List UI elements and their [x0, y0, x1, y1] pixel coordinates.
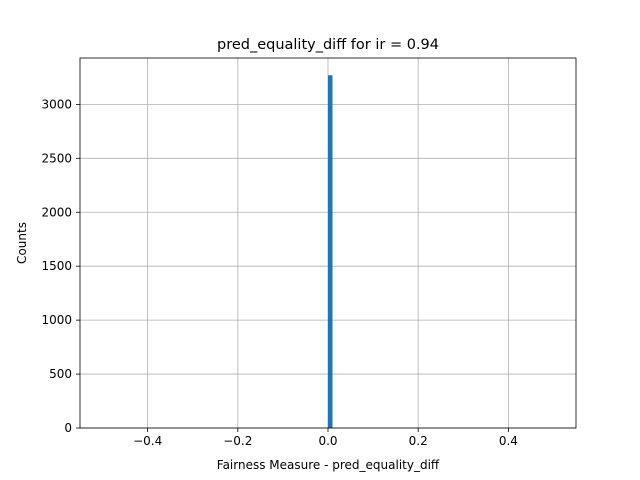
y-tick-label: 2500: [41, 151, 72, 165]
chart-title: pred_equality_diff for ir = 0.94: [217, 37, 439, 53]
y-tick-label: 1000: [41, 313, 72, 327]
y-axis-label: Counts: [15, 222, 29, 264]
y-tick-label: 2000: [41, 205, 72, 219]
x-tick-label: 0.4: [499, 434, 518, 448]
y-tick-label: 1500: [41, 259, 72, 273]
x-tick-label: −0.4: [133, 434, 162, 448]
x-tick-label: −0.2: [223, 434, 252, 448]
y-tick-label: 0: [64, 421, 72, 435]
bars: [328, 75, 333, 428]
histogram-bar: [328, 75, 333, 428]
x-axis-ticks: −0.4 −0.2 0.0 0.2 0.4: [133, 428, 518, 448]
y-axis-ticks: 0 500 1000 1500 2000 2500 3000: [41, 97, 80, 435]
y-tick-label: 3000: [41, 97, 72, 111]
x-tick-label: 0.2: [409, 434, 428, 448]
x-axis-label: Fairness Measure - pred_equality_diff: [217, 458, 440, 472]
x-tick-label: 0.0: [318, 434, 337, 448]
y-tick-label: 500: [49, 367, 72, 381]
